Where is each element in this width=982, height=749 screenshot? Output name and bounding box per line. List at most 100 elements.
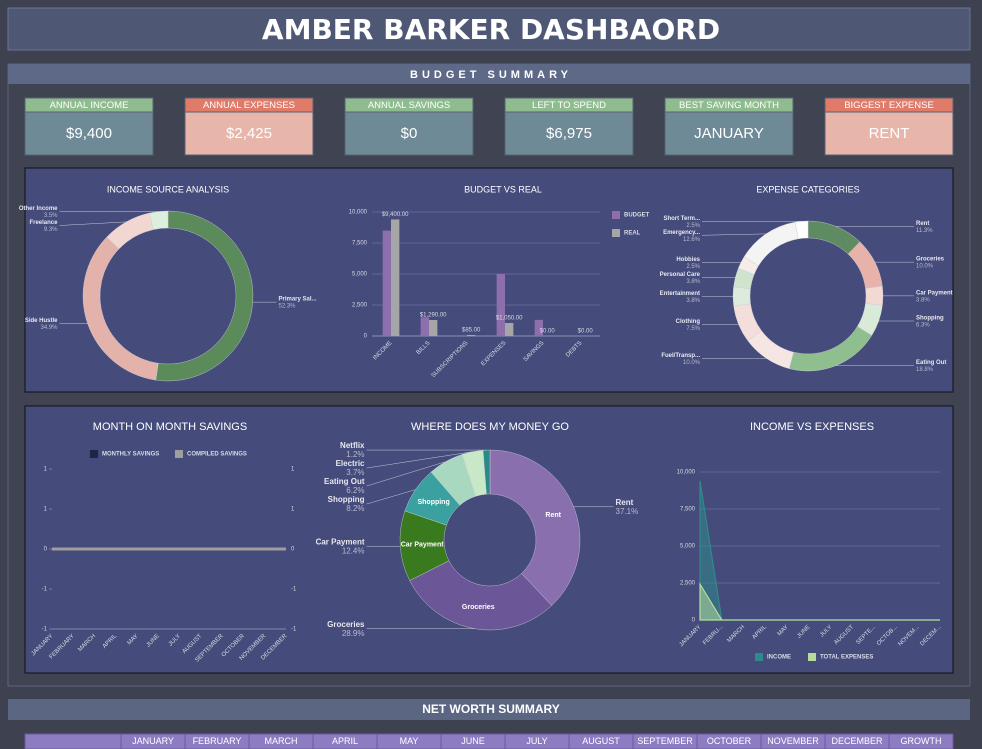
card-body <box>24 111 154 156</box>
slice-label: Hobbies <box>676 257 700 263</box>
slice-label: Eating Out <box>916 360 946 366</box>
y-tick-label: -1 <box>291 587 297 593</box>
slice-label: Entertainment <box>660 291 700 297</box>
legend-label: INCOME <box>767 655 791 661</box>
table-header: APRIL <box>332 736 358 746</box>
card-label: ANNUAL SAVINGS <box>368 100 450 111</box>
table-header: DECEMBER <box>831 736 883 746</box>
y-tick-label: 0 <box>692 618 696 624</box>
table-header: MAY <box>400 736 419 746</box>
slice-label: Groceries <box>327 620 365 629</box>
slice-value: 3.8% <box>686 279 700 285</box>
pie-slice <box>865 286 884 306</box>
slice-value: 6.2% <box>346 486 364 495</box>
y-tick-label: 2,500 <box>680 581 696 587</box>
slice-label: Rent <box>616 498 634 507</box>
legend-label: COMPILED SAVINGS <box>187 452 247 458</box>
leader-line <box>366 489 416 505</box>
bar <box>505 322 514 336</box>
card-label: ANNUAL EXPENSES <box>203 100 295 111</box>
pie-slice <box>409 560 553 631</box>
slice-value: 3.5% <box>44 213 58 219</box>
slice-value: 6.3% <box>916 323 930 329</box>
pie-slice <box>732 286 751 307</box>
chart-title: INCOME SOURCE ANALYSIS <box>107 184 229 194</box>
slice-inner-label: Rent <box>545 512 561 519</box>
card-label: ANNUAL INCOME <box>50 100 129 111</box>
slice-value: 52.3% <box>279 304 297 310</box>
card-value: $9,400 <box>66 125 112 142</box>
y-tick-label: 5,000 <box>352 272 368 278</box>
leader-line <box>701 233 766 236</box>
net-worth-title: NET WORTH SUMMARY <box>422 702 560 716</box>
bar-value-label: $0.00 <box>540 329 556 335</box>
card-value: $0 <box>401 125 418 142</box>
slice-label: Groceries <box>916 257 945 263</box>
legend-label: REAL <box>624 231 641 237</box>
bar <box>429 320 438 336</box>
slice-label: Short Term... <box>663 216 700 222</box>
slice-value: 9.3% <box>44 227 58 233</box>
card-body <box>184 111 314 156</box>
y-tick-label: 2,500 <box>352 303 368 309</box>
table-header: GROWTH <box>901 736 942 746</box>
slice-value: 7.5% <box>686 326 700 332</box>
y-tick-label: -1 <box>42 587 48 593</box>
card-value: $2,425 <box>226 125 272 142</box>
card-value: JANUARY <box>694 125 764 142</box>
slice-value: 18.8% <box>916 367 934 373</box>
y-tick-label: -1 <box>291 627 297 633</box>
legend-swatch <box>808 653 816 661</box>
slice-value: 3.7% <box>346 468 364 477</box>
y-tick-label: 7,500 <box>352 241 368 247</box>
table-header: JULY <box>526 736 547 746</box>
chart-title: WHERE DOES MY MONEY GO <box>411 421 569 433</box>
slice-label: Side Hustle <box>25 318 58 324</box>
slice-label: Shopping <box>916 316 944 322</box>
slice-value: 10.0% <box>683 360 701 366</box>
bar <box>534 319 543 336</box>
y-tick-label: 1 <box>44 467 48 473</box>
slice-label: Fuel/Transp... <box>661 353 700 359</box>
net-worth-bar <box>8 699 970 720</box>
card-value: RENT <box>869 125 910 142</box>
slice-inner-label: Groceries <box>462 604 495 611</box>
card-body <box>504 111 634 156</box>
y-tick-label: 0 <box>291 547 295 553</box>
bar <box>467 334 476 336</box>
slice-label: Netflix <box>340 441 365 450</box>
y-tick-label: 5,000 <box>680 544 696 550</box>
leader-line <box>59 221 127 226</box>
legend-label: TOTAL EXPENSES <box>820 655 873 661</box>
bar-value-label: $1,050.00 <box>496 316 523 322</box>
bar-value-label: $85.00 <box>462 328 481 334</box>
slice-inner-label: Car Payment <box>401 542 444 549</box>
y-tick-label: 1 <box>291 507 295 513</box>
slice-value: 2.5% <box>686 223 700 229</box>
slice-label: Rent <box>916 221 929 227</box>
slice-label: Emergency... <box>663 230 700 236</box>
slice-value: 1.2% <box>346 450 364 459</box>
series-area <box>699 581 940 621</box>
table-corner <box>24 733 122 749</box>
slice-value: 28.9% <box>342 629 365 638</box>
bar-value-label: $1,290.00 <box>420 313 447 319</box>
y-tick-label: -1 <box>42 627 48 633</box>
legend-swatch <box>175 450 183 458</box>
card-label: BEST SAVING MONTH <box>679 100 779 111</box>
pie-slice <box>489 449 581 606</box>
card-body <box>344 111 474 156</box>
bar <box>420 317 429 336</box>
leader-line <box>366 461 446 487</box>
legend-swatch <box>755 653 763 661</box>
y-tick-label: 7,500 <box>680 507 696 513</box>
leader-line <box>366 451 473 469</box>
y-tick-label: 10,000 <box>677 470 696 476</box>
section-bar <box>8 64 970 84</box>
slice-value: 10.0% <box>916 264 934 270</box>
slice-value: 12.6% <box>683 237 701 243</box>
chart-panel <box>24 405 954 674</box>
card-body <box>824 111 954 156</box>
table-header: JUNE <box>461 736 485 746</box>
